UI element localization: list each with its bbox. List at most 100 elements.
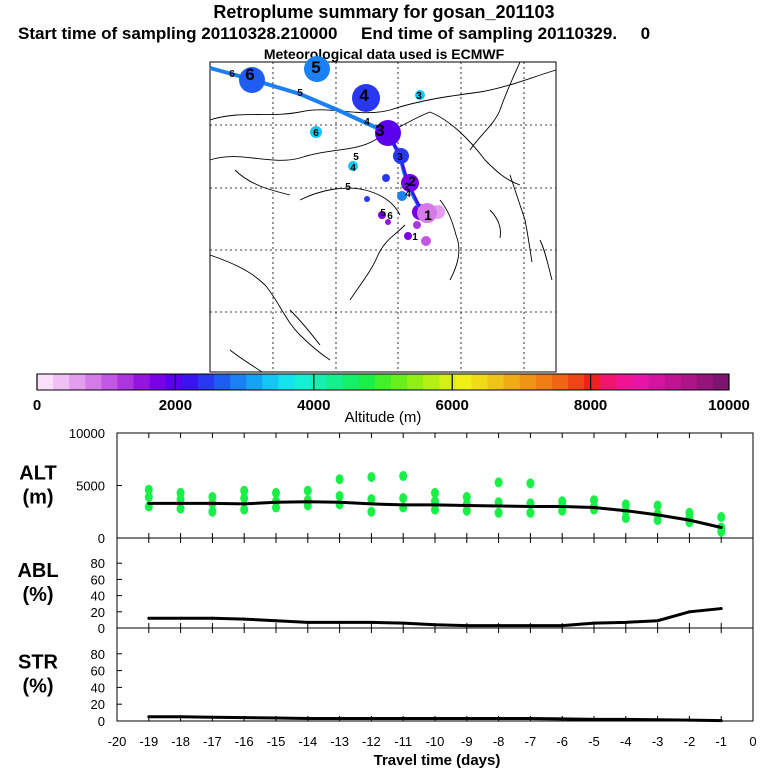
y-tick-label: 20 — [91, 605, 105, 620]
x-tick-label: -20 — [108, 734, 127, 749]
series-point — [242, 617, 246, 621]
altitude-particle — [717, 512, 726, 522]
series-point — [528, 624, 532, 628]
x-tick-label: -17 — [203, 734, 222, 749]
colorbar-swatch — [246, 374, 263, 390]
colorbar-tick-label: 8000 — [574, 397, 607, 414]
colorbar-swatch — [632, 374, 650, 390]
x-tick-label: -3 — [652, 734, 664, 749]
colorbar-swatch — [230, 374, 247, 390]
x-tick-label: -14 — [298, 734, 317, 749]
series-point — [338, 500, 342, 504]
series-point — [497, 504, 501, 508]
x-tick-label: -8 — [493, 734, 505, 749]
series-point — [369, 502, 373, 506]
plume-label: 6 — [313, 128, 319, 139]
plume-dot — [385, 219, 391, 225]
altitude-particle — [717, 526, 726, 537]
series-point — [624, 509, 628, 513]
panel-axis-label: (%) — [22, 584, 53, 606]
altitude-particle — [494, 477, 503, 488]
x-axis-label: Travel time (days) — [374, 752, 501, 768]
colorbar-swatch — [616, 374, 633, 390]
series-point — [179, 501, 183, 505]
series-point — [719, 607, 723, 611]
trajectory-dot — [375, 120, 401, 146]
colorbar-swatch — [471, 374, 489, 390]
colorbar-swatch — [165, 374, 183, 390]
series-point — [687, 718, 691, 722]
panel-axis-label: STR — [18, 652, 59, 674]
colorbar-swatch — [37, 374, 54, 390]
series-point — [497, 624, 501, 628]
series-point — [242, 502, 246, 506]
trajectory-markers — [239, 56, 437, 223]
plume-label: 4 — [350, 163, 356, 174]
trajectory-dot — [239, 67, 265, 93]
colorbar-swatch — [358, 374, 376, 390]
altitude-particle — [653, 515, 662, 526]
colorbar-swatch — [503, 374, 521, 390]
altitude-particle — [367, 506, 376, 517]
colorbar-tick-label: 0 — [33, 397, 41, 414]
series-point — [433, 623, 437, 627]
altitude-particle — [399, 493, 408, 504]
colorbar-swatch — [85, 374, 102, 390]
colorbar-swatch — [342, 374, 360, 390]
colorbar-swatch — [101, 374, 118, 390]
series-point — [274, 619, 278, 623]
series-point — [210, 715, 214, 719]
colorbar-swatch — [197, 374, 215, 390]
colorbar-swatch — [326, 374, 344, 390]
altitude-particle — [303, 485, 312, 496]
colorbar-swatch — [584, 374, 601, 390]
series-point — [656, 718, 660, 722]
panel-frame — [116, 627, 754, 722]
x-tick-label: 0 — [749, 734, 756, 749]
series-point — [306, 500, 310, 504]
series-point — [210, 616, 214, 620]
colorbar-swatch — [69, 374, 86, 390]
altitude-particle — [526, 507, 535, 518]
colorbar-swatch — [455, 374, 473, 390]
y-tick-label: 0 — [98, 714, 105, 729]
y-tick-label: 80 — [91, 647, 105, 662]
series-point — [306, 716, 310, 720]
series-point — [306, 620, 310, 624]
y-tick-label: 40 — [91, 680, 105, 695]
altitude-particle — [176, 503, 185, 514]
colorbar-swatch — [278, 374, 295, 390]
x-tick-label: -19 — [139, 734, 158, 749]
time-series-panels: 0500010000ALT(m)020406080ABL(%)020406080… — [17, 426, 756, 768]
colorbar-tick-label: 10000 — [708, 397, 750, 414]
plume-dot — [382, 174, 390, 182]
panel-axis-label: ABL — [17, 560, 58, 582]
colorbar-swatch — [648, 374, 666, 390]
series-point — [147, 715, 151, 719]
series-point — [560, 505, 564, 508]
colorbar-swatch — [600, 374, 617, 390]
series-point — [465, 624, 469, 628]
x-tick-label: -10 — [426, 734, 445, 749]
altitude-colorbar: 0 2000 4000 6000 8000 10000 Altitude (m) — [33, 373, 750, 426]
altitude-particle — [272, 502, 280, 513]
plume-dot — [415, 90, 425, 100]
series-point — [592, 717, 596, 721]
altitude-particle — [144, 484, 153, 495]
altitude-particle — [176, 494, 185, 505]
trajectory-dot — [304, 56, 330, 82]
series-point — [656, 619, 660, 623]
colorbar-swatch — [423, 374, 440, 390]
x-tick-label: -1 — [715, 734, 727, 749]
plume-label: 3 — [397, 152, 403, 163]
series-point — [560, 717, 564, 721]
colorbar-swatch — [310, 374, 328, 390]
series-point — [719, 526, 723, 529]
colorbar-axis-label: Altitude (m) — [345, 409, 422, 426]
series-point — [687, 518, 691, 522]
colorbar-swatch — [568, 374, 585, 390]
altitude-particle — [431, 487, 439, 498]
